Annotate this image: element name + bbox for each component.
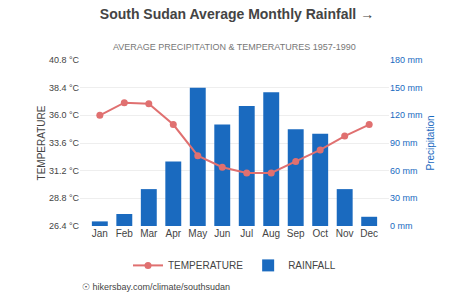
svg-text:☉ hikersbay.com/climate/souths: ☉ hikersbay.com/climate/southsudan [82, 282, 230, 292]
svg-text:Aug: Aug [262, 228, 280, 239]
svg-text:150 mm: 150 mm [390, 83, 423, 93]
svg-text:26.4 °C: 26.4 °C [49, 221, 80, 231]
svg-text:TEMPERATURE: TEMPERATURE [168, 260, 243, 271]
svg-text:Jan: Jan [92, 228, 108, 239]
svg-text:33.6 °C: 33.6 °C [49, 138, 80, 148]
svg-text:Mar: Mar [140, 228, 158, 239]
svg-text:36.0 °C: 36.0 °C [49, 110, 80, 120]
svg-text:Precipitation: Precipitation [425, 115, 436, 170]
svg-text:0 mm: 0 mm [390, 221, 413, 231]
svg-text:Feb: Feb [116, 228, 134, 239]
svg-text:Jun: Jun [214, 228, 230, 239]
svg-text:Sep: Sep [287, 228, 305, 239]
svg-text:Jul: Jul [240, 228, 253, 239]
svg-text:TEMPERATURE: TEMPERATURE [36, 105, 47, 180]
svg-text:30 mm: 30 mm [390, 193, 418, 203]
svg-text:South Sudan Average Monthly Ra: South Sudan Average Monthly Rainfall → [100, 6, 374, 22]
svg-text:38.4 °C: 38.4 °C [49, 83, 80, 93]
svg-text:28.8 °C: 28.8 °C [49, 193, 80, 203]
svg-text:May: May [188, 228, 207, 239]
svg-text:Apr: Apr [165, 228, 181, 239]
svg-text:120 mm: 120 mm [390, 110, 423, 120]
svg-text:60 mm: 60 mm [390, 166, 418, 176]
svg-text:180 mm: 180 mm [390, 55, 423, 65]
svg-text:90 mm: 90 mm [390, 138, 418, 148]
svg-text:40.8 °C: 40.8 °C [49, 55, 80, 65]
svg-text:31.2 °C: 31.2 °C [49, 166, 80, 176]
svg-text:Nov: Nov [336, 228, 354, 239]
svg-text:RAINFALL: RAINFALL [288, 260, 336, 271]
svg-text:Dec: Dec [360, 228, 378, 239]
svg-text:Oct: Oct [312, 228, 328, 239]
svg-text:AVERAGE PRECIPITATION & TEMPER: AVERAGE PRECIPITATION & TEMPERATURES 195… [113, 42, 356, 52]
